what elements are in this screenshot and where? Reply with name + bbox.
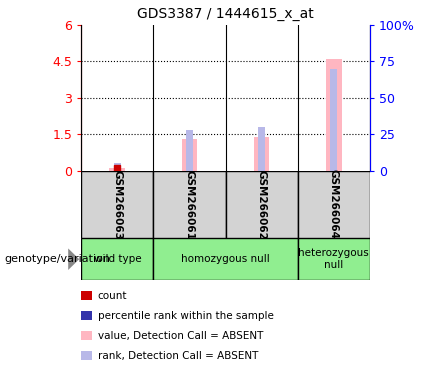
Text: homozygous null: homozygous null bbox=[181, 254, 270, 264]
Bar bbox=[326, 58, 341, 171]
Bar bbox=[330, 69, 337, 171]
Text: rank, Detection Call = ABSENT: rank, Detection Call = ABSENT bbox=[98, 351, 258, 361]
Bar bbox=[81, 238, 154, 280]
Bar bbox=[297, 171, 370, 238]
Polygon shape bbox=[68, 248, 79, 270]
Text: GSM266064: GSM266064 bbox=[329, 169, 338, 240]
Text: wild type: wild type bbox=[94, 254, 141, 264]
Bar bbox=[154, 238, 297, 280]
Bar bbox=[226, 171, 297, 238]
Bar bbox=[154, 171, 226, 238]
Text: GSM266062: GSM266062 bbox=[257, 170, 267, 239]
Bar bbox=[81, 171, 154, 238]
Bar bbox=[253, 137, 269, 171]
Text: GSM266061: GSM266061 bbox=[184, 170, 194, 239]
Text: count: count bbox=[98, 291, 127, 301]
Bar bbox=[258, 127, 265, 171]
Text: percentile rank within the sample: percentile rank within the sample bbox=[98, 311, 274, 321]
Text: GSM266063: GSM266063 bbox=[113, 170, 122, 239]
Title: GDS3387 / 1444615_x_at: GDS3387 / 1444615_x_at bbox=[137, 7, 314, 21]
Bar bbox=[297, 238, 370, 280]
Bar bbox=[114, 163, 121, 171]
Text: genotype/variation: genotype/variation bbox=[4, 254, 110, 264]
Bar bbox=[186, 130, 193, 171]
Bar bbox=[182, 139, 198, 171]
Bar bbox=[110, 168, 125, 171]
Text: value, Detection Call = ABSENT: value, Detection Call = ABSENT bbox=[98, 331, 263, 341]
Text: heterozygous
null: heterozygous null bbox=[298, 248, 369, 270]
